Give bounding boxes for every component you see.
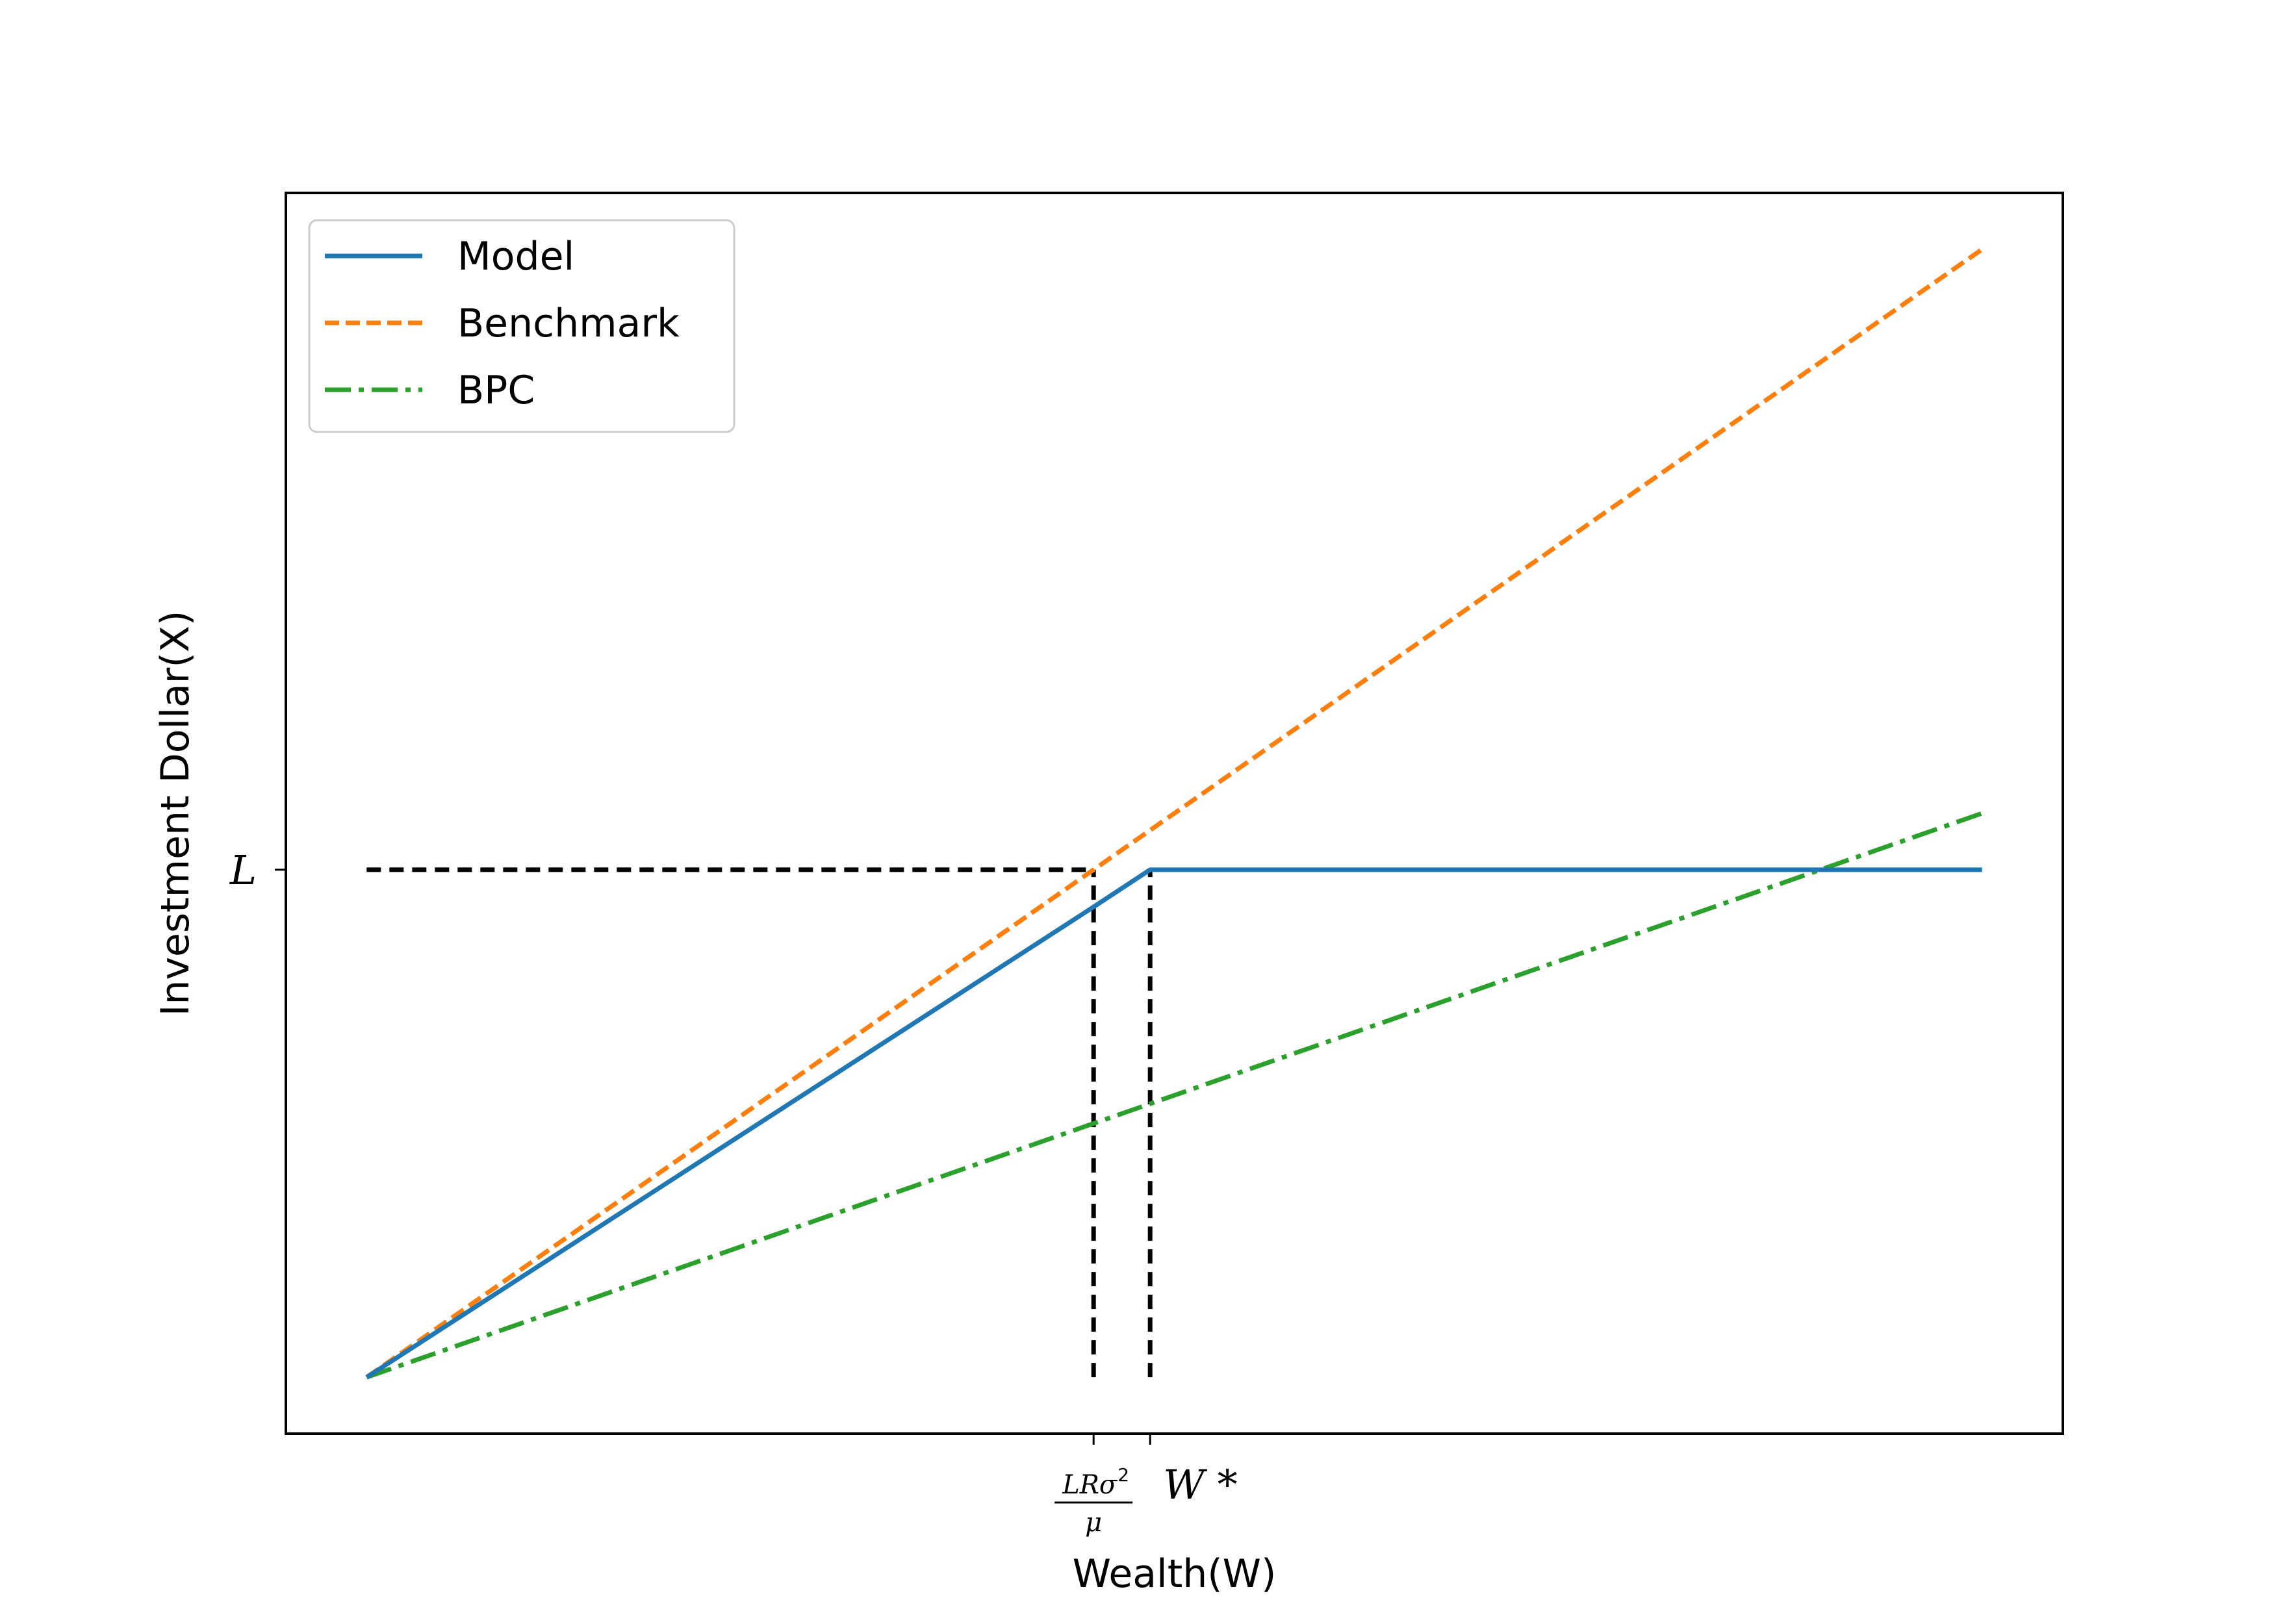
x-tick-label-fraction: LRσ 2μ bbox=[1054, 1464, 1133, 1538]
legend-label-benchmark: Benchmark bbox=[457, 301, 680, 346]
series-line-bpc bbox=[366, 811, 1983, 1380]
x-tick-label-exponent: 2 bbox=[1118, 1464, 1129, 1486]
x-tick-label-w-star: W * bbox=[1163, 1461, 1237, 1508]
plot-area bbox=[365, 247, 1984, 1380]
x-tick-label-denominator: μ bbox=[1085, 1508, 1102, 1538]
legend-label-bpc: BPC bbox=[457, 368, 535, 413]
x-tick-label-numerator: LRσ bbox=[1062, 1470, 1118, 1500]
axes-frame bbox=[285, 192, 2064, 1435]
ticks: LRσ 2μ W * L bbox=[229, 846, 1238, 1538]
legend-label-model: Model bbox=[457, 234, 574, 279]
legend: Model Benchmark BPC bbox=[308, 219, 735, 433]
legend-box bbox=[308, 219, 735, 433]
y-axis-label: Investment Dollar(X) bbox=[153, 611, 198, 1017]
x-axis-label: Wealth(W) bbox=[1073, 1551, 1277, 1597]
series-line-model bbox=[365, 867, 1982, 1380]
y-tick-label-l: L bbox=[229, 846, 257, 894]
series-line-benchmark bbox=[365, 247, 1984, 1380]
